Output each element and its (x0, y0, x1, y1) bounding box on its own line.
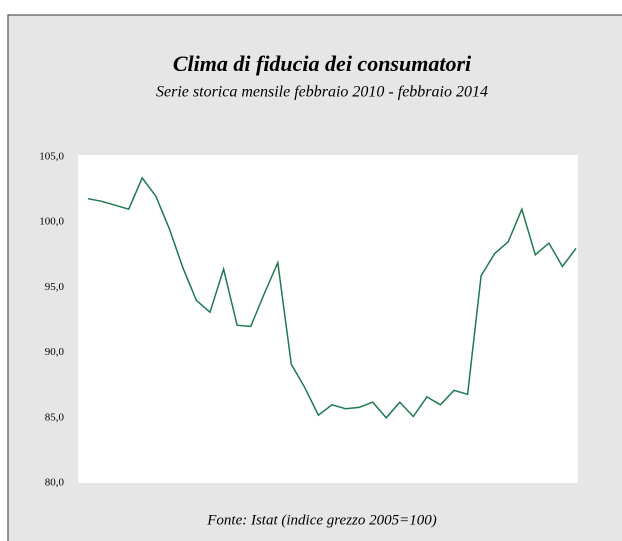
data-line (87, 176, 577, 419)
y-tick-label: 100,0 (39, 216, 64, 228)
y-tick-label: 90,0 (45, 346, 65, 358)
source-note: Fonte: Istat (indice grezzo 2005=100) (206, 512, 437, 528)
plot-area (78, 155, 578, 483)
y-tick-label: 80,0 (45, 477, 65, 489)
y-tick-label: 105,0 (39, 151, 64, 163)
chart-subtitle: Serie storica mensile febbraio 2010 - fe… (156, 84, 488, 101)
y-tick-label: 85,0 (45, 411, 65, 423)
chart-title: Clima di fiducia dei consumatori (173, 51, 472, 76)
y-tick-label: 95,0 (45, 281, 65, 293)
